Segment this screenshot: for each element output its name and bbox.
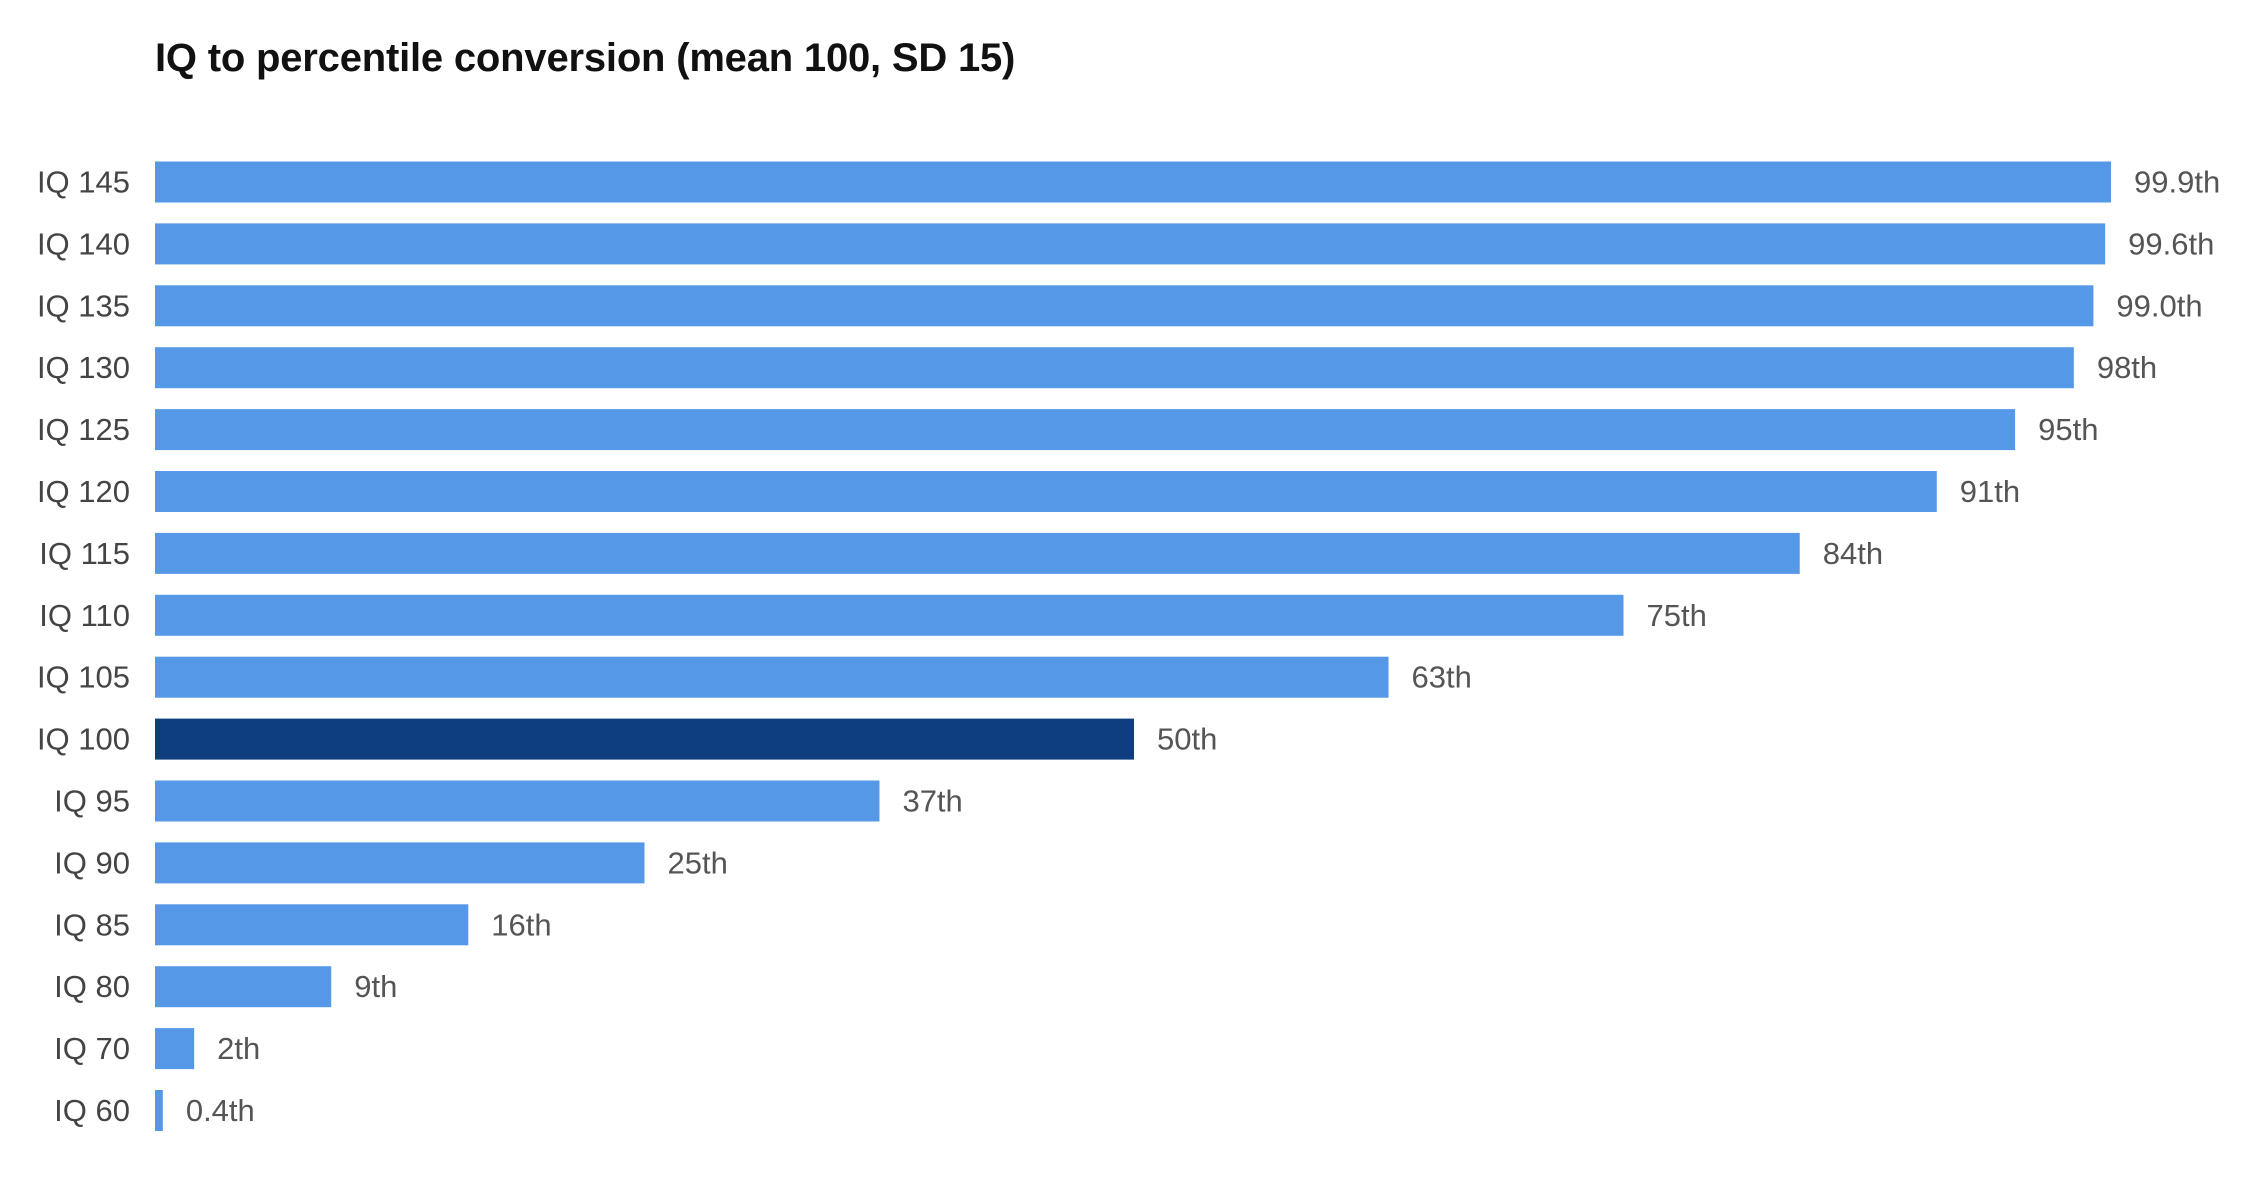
- category-label-iq-130: IQ 130: [37, 350, 130, 385]
- category-label-iq-110: IQ 110: [39, 598, 130, 633]
- category-label-iq-125: IQ 125: [37, 412, 130, 447]
- value-label-iq-60: 0.4th: [186, 1093, 255, 1128]
- value-label-iq-90: 25th: [668, 845, 728, 880]
- bar-iq-140: [155, 223, 2106, 265]
- value-label-iq-140: 99.6th: [2128, 226, 2214, 261]
- category-label-iq-100: IQ 100: [37, 722, 130, 757]
- category-label-iq-90: IQ 90: [54, 845, 130, 880]
- bar-iq-90: [155, 842, 645, 884]
- category-label-iq-115: IQ 115: [39, 536, 130, 571]
- category-label-iq-60: IQ 60: [54, 1093, 130, 1128]
- bar-iq-125: [155, 409, 2016, 451]
- value-label-iq-125: 95th: [2038, 412, 2098, 447]
- value-label-iq-130: 98th: [2097, 350, 2157, 385]
- category-label-iq-95: IQ 95: [54, 784, 130, 819]
- bar-iq-145: [155, 161, 2112, 203]
- value-label-iq-100: 50th: [1157, 722, 1217, 757]
- bar-iq-85: [155, 904, 469, 946]
- bar-iq-115: [155, 532, 1800, 574]
- bar-iq-70: [155, 1028, 195, 1070]
- value-label-iq-135: 99.0th: [2116, 288, 2202, 323]
- category-label-iq-80: IQ 80: [54, 969, 130, 1004]
- chart-title: IQ to percentile conversion (mean 100, S…: [155, 36, 1016, 80]
- bar-iq-95: [155, 780, 880, 822]
- category-label-iq-140: IQ 140: [37, 226, 130, 261]
- value-label-iq-80: 9th: [354, 969, 397, 1004]
- category-label-iq-145: IQ 145: [37, 165, 130, 200]
- bar-iq-130: [155, 347, 2074, 389]
- category-label-iq-85: IQ 85: [54, 907, 130, 942]
- bar-iq-60: [155, 1090, 163, 1131]
- value-label-iq-110: 75th: [1647, 598, 1707, 633]
- value-label-iq-115: 84th: [1823, 536, 1883, 571]
- value-label-iq-120: 91th: [1960, 474, 2020, 509]
- bar-iq-120: [155, 471, 1937, 512]
- category-label-iq-70: IQ 70: [54, 1031, 130, 1066]
- category-label-iq-135: IQ 135: [37, 288, 130, 323]
- value-label-iq-70: 2th: [217, 1031, 260, 1066]
- category-label-iq-120: IQ 120: [37, 474, 130, 509]
- bar-iq-100: [155, 718, 1134, 760]
- value-label-iq-85: 16th: [491, 907, 551, 942]
- bar-iq-80: [155, 966, 332, 1008]
- bar-iq-110: [155, 594, 1624, 636]
- value-label-iq-145: 99.9th: [2134, 165, 2220, 200]
- bar-iq-135: [155, 285, 2094, 327]
- labels-layer: IQ 145 99.9th IQ 140 99.6th IQ 135 99.0th IQ 1…: [37, 165, 2220, 1129]
- value-label-iq-95: 37th: [902, 784, 962, 819]
- value-label-iq-105: 63th: [1412, 660, 1472, 695]
- bars-layer: [155, 161, 2112, 1131]
- category-label-iq-105: IQ 105: [37, 660, 130, 695]
- bar-iq-105: [155, 656, 1389, 698]
